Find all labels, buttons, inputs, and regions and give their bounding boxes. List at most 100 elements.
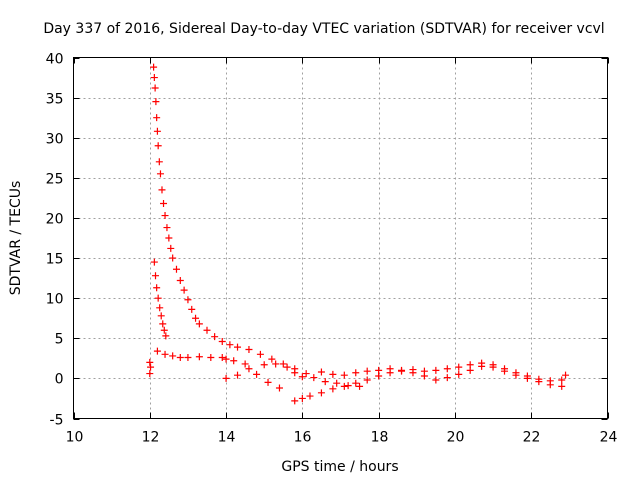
data-point	[155, 158, 163, 166]
data-point	[344, 382, 352, 390]
data-point	[150, 63, 158, 71]
x-tick-label: 18	[371, 430, 389, 446]
data-point	[184, 354, 192, 362]
data-point	[159, 320, 167, 328]
data-point	[234, 343, 242, 351]
data-point	[302, 370, 310, 378]
data-point	[222, 374, 230, 382]
x-tick-label: 20	[447, 430, 465, 446]
data-point	[291, 397, 299, 405]
data-point	[218, 337, 226, 345]
data-point	[535, 375, 543, 383]
data-point	[317, 368, 325, 376]
x-tick-label: 24	[600, 430, 618, 446]
series-second-branch	[150, 258, 170, 340]
data-point	[363, 367, 371, 375]
data-point	[466, 361, 474, 369]
data-point	[298, 394, 306, 402]
data-point	[245, 365, 253, 373]
data-point	[146, 358, 154, 366]
data-point	[154, 142, 162, 150]
y-tick-label: 30	[46, 132, 64, 148]
series-low-band	[146, 347, 570, 405]
y-tick-label: 20	[46, 212, 64, 228]
data-point	[153, 347, 161, 355]
data-point	[169, 254, 177, 262]
data-point	[184, 296, 192, 304]
plot-frame	[73, 57, 608, 419]
data-point	[176, 354, 184, 362]
data-point	[153, 127, 161, 135]
y-tick-label: 10	[46, 292, 64, 308]
data-point	[420, 367, 428, 375]
data-point	[218, 354, 226, 362]
data-point	[192, 314, 200, 322]
data-point	[158, 186, 166, 194]
data-point	[152, 98, 160, 106]
data-point	[162, 332, 170, 340]
x-tick-label: 12	[142, 430, 160, 446]
data-point	[264, 378, 272, 386]
data-point	[245, 346, 253, 354]
data-point	[329, 370, 337, 378]
data-point	[398, 366, 406, 374]
data-point	[268, 355, 276, 363]
data-point	[195, 353, 203, 361]
data-point	[512, 369, 520, 377]
data-point	[272, 360, 280, 368]
data-point	[375, 366, 383, 374]
data-point	[340, 371, 348, 379]
data-point	[523, 372, 531, 380]
data-point	[161, 350, 169, 358]
data-point	[234, 371, 242, 379]
chart-title: Day 337 of 2016, Sidereal Day-to-day VTE…	[43, 21, 604, 37]
data-point	[160, 326, 168, 334]
data-point	[501, 365, 509, 373]
y-tick-label: 5	[55, 332, 64, 348]
y-tick-label: 35	[46, 92, 64, 108]
data-point	[156, 170, 164, 178]
data-point	[146, 370, 154, 378]
data-point	[147, 363, 155, 371]
data-point	[275, 384, 283, 392]
x-tick-label: 14	[218, 430, 236, 446]
data-point	[283, 363, 291, 371]
grid-lines	[73, 57, 608, 419]
x-tick-label: 16	[294, 430, 312, 446]
data-point	[279, 360, 287, 368]
data-point	[256, 350, 264, 358]
data-point	[260, 361, 268, 369]
data-point	[154, 294, 162, 302]
data-point	[160, 200, 168, 208]
x-axis-label: GPS time / hours	[281, 459, 398, 475]
tick-labels: 10 12 14 16 18 20 22 24 -5 0 5 10 15 20 25 30 35 40	[46, 52, 618, 446]
data-point	[386, 365, 394, 373]
data-point	[558, 376, 566, 384]
x-tick-label: 10	[66, 430, 84, 446]
data-point	[455, 370, 463, 378]
data-points	[146, 63, 570, 405]
data-point	[226, 341, 234, 349]
data-point	[298, 373, 306, 381]
data-point	[310, 374, 318, 382]
data-point	[153, 114, 161, 122]
data-point	[329, 385, 337, 393]
data-point	[455, 363, 463, 371]
y-tick-label: 25	[46, 172, 64, 188]
data-point	[211, 333, 219, 341]
data-point	[443, 365, 451, 373]
data-point	[153, 284, 161, 292]
data-point	[333, 379, 341, 387]
series-steep-decay	[150, 63, 310, 378]
data-point	[167, 244, 175, 252]
data-point	[230, 357, 238, 365]
data-point	[207, 354, 215, 362]
data-point	[352, 379, 360, 387]
data-point	[562, 371, 570, 379]
data-point	[188, 305, 196, 313]
data-point	[241, 360, 249, 368]
data-point	[352, 369, 360, 377]
data-point	[558, 382, 566, 390]
data-point	[172, 265, 180, 273]
